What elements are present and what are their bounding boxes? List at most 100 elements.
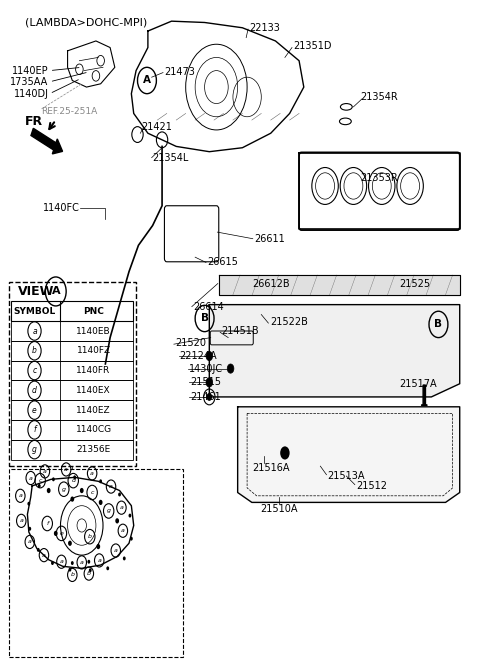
Text: 21520: 21520: [175, 338, 206, 348]
Circle shape: [71, 561, 74, 565]
Text: 26614: 26614: [193, 302, 224, 312]
Text: 21513A: 21513A: [327, 471, 365, 481]
Text: a: a: [19, 518, 23, 524]
Circle shape: [28, 527, 31, 531]
Circle shape: [106, 567, 109, 570]
Text: 1140FZ: 1140FZ: [76, 346, 110, 355]
Text: 21356E: 21356E: [76, 445, 111, 454]
Text: g: g: [62, 487, 66, 492]
Circle shape: [118, 493, 121, 496]
Text: 1140EX: 1140EX: [76, 386, 111, 395]
Text: 21473: 21473: [165, 67, 195, 77]
Text: f: f: [46, 521, 48, 526]
Text: VIEW: VIEW: [18, 285, 54, 298]
Circle shape: [129, 514, 132, 518]
Text: 1735AA: 1735AA: [11, 77, 48, 87]
Text: 1430JC: 1430JC: [189, 363, 223, 373]
Text: REF.25-251A: REF.25-251A: [42, 107, 98, 116]
Text: (LAMBDA>DOHC-MPI): (LAMBDA>DOHC-MPI): [25, 18, 147, 28]
Text: b: b: [70, 573, 74, 577]
Text: 21354L: 21354L: [153, 154, 189, 164]
Text: B: B: [201, 314, 209, 324]
FancyArrow shape: [421, 385, 427, 410]
Text: e: e: [60, 531, 63, 536]
Text: 22133: 22133: [250, 23, 280, 32]
Text: 21421: 21421: [141, 122, 172, 132]
Text: g: g: [107, 508, 111, 514]
Polygon shape: [219, 275, 460, 295]
Polygon shape: [238, 407, 460, 502]
FancyArrow shape: [31, 128, 62, 154]
Text: 21451B: 21451B: [221, 326, 259, 336]
Circle shape: [38, 484, 41, 488]
Text: a: a: [29, 475, 33, 481]
Circle shape: [227, 364, 234, 373]
Circle shape: [47, 488, 50, 493]
Text: 21351D: 21351D: [293, 40, 332, 50]
Circle shape: [99, 479, 102, 483]
Text: FR: FR: [25, 115, 43, 128]
Text: c: c: [32, 366, 36, 375]
Text: 21515: 21515: [191, 377, 221, 387]
Text: a: a: [121, 528, 125, 534]
Circle shape: [130, 537, 133, 541]
Text: B: B: [434, 319, 443, 330]
Circle shape: [89, 568, 92, 572]
Text: a: a: [43, 469, 47, 474]
Text: 26615: 26615: [207, 258, 238, 267]
Text: c: c: [38, 478, 42, 483]
Text: 21517A: 21517A: [399, 379, 437, 389]
Circle shape: [96, 544, 100, 549]
Circle shape: [52, 477, 55, 481]
Circle shape: [54, 531, 58, 536]
Text: g: g: [32, 445, 37, 454]
Text: a: a: [90, 471, 94, 476]
Text: 1140DJ: 1140DJ: [13, 89, 48, 99]
Circle shape: [206, 378, 213, 387]
Circle shape: [69, 567, 72, 571]
Text: b: b: [88, 534, 92, 539]
Text: 1140CG: 1140CG: [75, 426, 112, 434]
Text: PNC: PNC: [83, 307, 104, 316]
Text: 26611: 26611: [254, 234, 285, 244]
Polygon shape: [209, 305, 460, 397]
Text: a: a: [80, 560, 84, 565]
Text: 21522B: 21522B: [270, 317, 308, 327]
Text: c: c: [90, 490, 94, 495]
Text: 21354R: 21354R: [360, 92, 398, 102]
Text: a: a: [64, 467, 68, 472]
Text: 22124A: 22124A: [180, 351, 217, 361]
Text: 21510A: 21510A: [261, 504, 298, 514]
Text: 1140EB: 1140EB: [76, 326, 111, 336]
Text: a: a: [97, 558, 101, 563]
Text: a: a: [42, 553, 46, 557]
Circle shape: [73, 475, 76, 479]
Text: 1140EZ: 1140EZ: [76, 406, 111, 414]
Text: a: a: [32, 326, 37, 336]
Text: a: a: [114, 548, 118, 553]
Text: 26612B: 26612B: [252, 279, 289, 289]
Circle shape: [80, 488, 84, 493]
Circle shape: [280, 446, 289, 459]
Circle shape: [87, 560, 90, 564]
Text: d: d: [71, 478, 75, 483]
Text: a: a: [120, 505, 123, 510]
Text: 21461: 21461: [191, 392, 221, 402]
Text: 1140FR: 1140FR: [76, 366, 111, 375]
Circle shape: [51, 561, 54, 565]
Circle shape: [37, 548, 40, 552]
Text: f: f: [33, 426, 36, 434]
Text: A: A: [51, 287, 60, 297]
Text: A: A: [143, 75, 151, 85]
Text: 21353R: 21353R: [360, 173, 398, 183]
Circle shape: [206, 393, 212, 401]
Circle shape: [99, 500, 103, 505]
Text: b: b: [32, 346, 37, 355]
Circle shape: [27, 502, 30, 506]
Text: 1140EP: 1140EP: [12, 66, 48, 75]
Text: a: a: [109, 484, 113, 489]
Text: 21512: 21512: [356, 481, 387, 491]
Text: e: e: [32, 406, 37, 414]
Text: b: b: [87, 571, 91, 576]
Circle shape: [123, 557, 126, 561]
